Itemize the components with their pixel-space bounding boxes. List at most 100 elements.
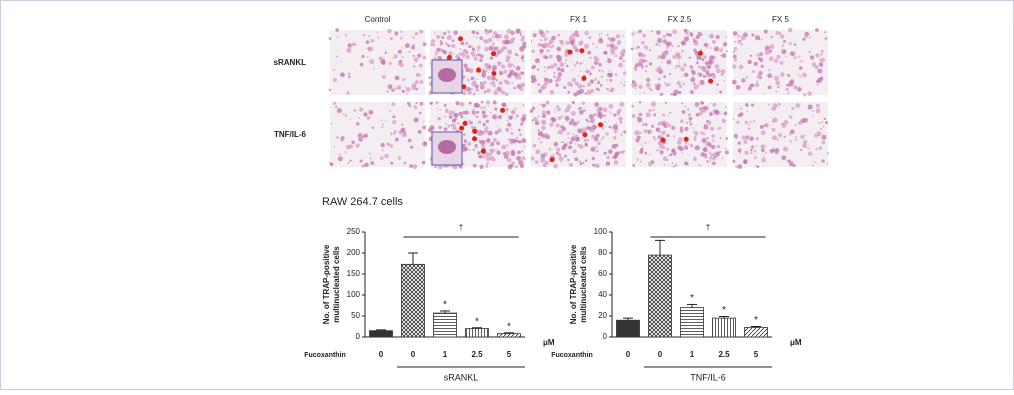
cell	[569, 83, 574, 87]
cell	[359, 62, 364, 67]
cell	[356, 122, 360, 126]
cell	[641, 66, 644, 69]
cell	[755, 82, 760, 87]
cell	[554, 111, 557, 113]
cell	[711, 134, 715, 138]
cell	[771, 75, 774, 78]
cell	[751, 33, 755, 37]
cell	[711, 152, 717, 157]
cell	[648, 153, 651, 156]
cell	[666, 46, 670, 49]
cell	[593, 55, 598, 60]
cell	[664, 51, 669, 56]
cell	[818, 146, 823, 150]
cell	[587, 120, 590, 123]
cell	[460, 41, 465, 46]
cell	[642, 59, 646, 63]
cell	[634, 66, 637, 70]
cell	[711, 39, 716, 44]
cell	[413, 57, 419, 63]
cell	[688, 113, 691, 116]
cell	[387, 84, 393, 90]
cell	[776, 54, 781, 59]
cell	[684, 126, 689, 131]
cell	[381, 126, 384, 129]
cell	[662, 34, 666, 39]
cell	[515, 65, 521, 71]
cell	[401, 123, 404, 126]
cell	[511, 81, 514, 84]
cell	[777, 85, 780, 89]
cell	[540, 39, 543, 41]
cell	[577, 83, 583, 89]
cell	[774, 75, 780, 81]
cell	[677, 64, 681, 68]
cell	[572, 32, 577, 38]
cell	[334, 105, 338, 109]
cell	[401, 47, 403, 49]
cell	[672, 55, 677, 59]
cell	[549, 64, 554, 70]
cell	[567, 158, 570, 162]
treatment-label: Fucoxanthin	[551, 352, 593, 359]
cell	[488, 71, 490, 74]
cell	[721, 53, 727, 58]
cell	[503, 154, 509, 159]
cell	[671, 44, 675, 47]
cell	[537, 115, 540, 118]
cell	[772, 103, 778, 109]
cell	[804, 35, 808, 39]
arrow	[462, 120, 468, 126]
cell	[448, 51, 453, 56]
cell	[756, 80, 759, 83]
cell	[556, 132, 559, 135]
cell	[575, 32, 578, 35]
cell	[782, 146, 788, 152]
cell	[483, 139, 486, 142]
cell	[618, 108, 622, 112]
cell	[497, 114, 502, 120]
significance: *	[754, 315, 758, 326]
cell	[581, 161, 585, 165]
cell	[777, 133, 783, 138]
cell	[722, 42, 728, 47]
cell	[684, 144, 686, 147]
cell	[336, 36, 339, 38]
cell	[736, 120, 740, 124]
cell	[703, 55, 707, 59]
cell	[498, 81, 503, 86]
cell	[363, 112, 368, 117]
cell	[598, 106, 601, 110]
cell	[551, 35, 556, 41]
cell	[598, 38, 604, 44]
cell	[543, 42, 548, 47]
cell	[683, 63, 687, 67]
cell	[725, 147, 727, 150]
cell	[434, 51, 438, 55]
cell	[588, 72, 592, 76]
cell	[603, 50, 607, 55]
cell	[388, 61, 392, 66]
cell	[676, 53, 680, 58]
cell	[720, 69, 726, 75]
cell	[476, 45, 481, 50]
cell	[448, 31, 451, 34]
cell	[630, 47, 634, 51]
x-tick-label: 2.5	[471, 350, 483, 359]
cell	[510, 128, 513, 130]
cell	[657, 122, 661, 126]
cell	[418, 111, 422, 115]
cell	[705, 70, 710, 75]
arrow	[459, 125, 465, 131]
cell	[380, 143, 385, 148]
cell	[418, 29, 424, 34]
cell	[752, 70, 756, 74]
cell	[779, 34, 785, 39]
cell	[788, 161, 794, 167]
cell	[808, 50, 811, 54]
cell	[605, 161, 611, 166]
cell	[564, 51, 569, 57]
cell	[748, 127, 751, 130]
cell	[560, 160, 563, 163]
bar	[616, 319, 640, 338]
